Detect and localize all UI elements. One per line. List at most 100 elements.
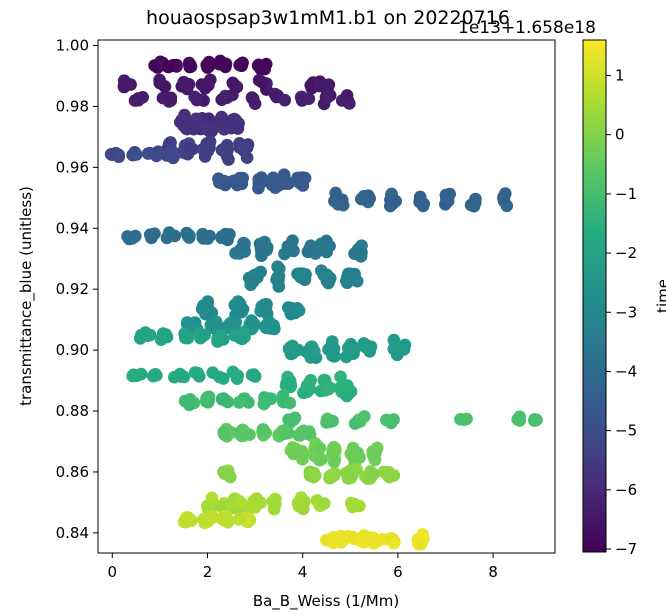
data-point xyxy=(146,369,160,383)
data-point xyxy=(292,500,306,513)
data-point xyxy=(368,452,381,465)
data-point xyxy=(127,368,140,382)
data-point xyxy=(308,344,321,358)
data-point xyxy=(195,78,209,91)
data-point xyxy=(228,298,242,312)
data-point xyxy=(312,79,326,93)
data-point xyxy=(295,425,309,439)
data-point xyxy=(366,468,380,481)
data-point xyxy=(329,444,342,457)
colorbar-tick-label: −5 xyxy=(615,422,637,440)
data-point xyxy=(198,150,212,163)
data-point xyxy=(387,537,401,550)
data-point xyxy=(322,78,336,91)
data-point xyxy=(237,239,251,252)
data-point xyxy=(327,468,340,481)
data-point xyxy=(205,319,218,333)
colorbar-tick-label: 1 xyxy=(615,67,625,85)
data-point xyxy=(467,199,480,212)
data-point xyxy=(221,233,234,247)
data-point xyxy=(254,63,268,76)
data-point xyxy=(346,468,359,481)
data-point xyxy=(248,318,262,332)
x-tick-label: 4 xyxy=(298,563,308,581)
data-point xyxy=(122,78,136,91)
data-point xyxy=(265,178,279,192)
data-point xyxy=(283,396,297,410)
data-point xyxy=(236,56,249,70)
colorbar-offset-text: 1e13+1.658e18 xyxy=(458,18,596,38)
data-point xyxy=(245,91,259,104)
data-point xyxy=(214,54,227,68)
data-point xyxy=(220,176,233,190)
data-point xyxy=(415,537,428,551)
y-tick-label: 0.86 xyxy=(56,463,89,481)
data-point xyxy=(348,417,362,431)
data-point xyxy=(250,492,263,505)
y-tick-label: 0.84 xyxy=(56,524,89,542)
data-point xyxy=(200,137,213,150)
data-point xyxy=(291,171,304,185)
data-point xyxy=(164,91,178,105)
data-point xyxy=(454,413,467,426)
data-point xyxy=(284,377,297,390)
data-point xyxy=(154,333,168,347)
colorbar-tick-label: −7 xyxy=(615,540,637,558)
data-point xyxy=(239,427,252,441)
colorbar xyxy=(582,39,607,553)
data-point xyxy=(284,306,297,320)
data-point xyxy=(301,245,315,259)
data-point xyxy=(217,426,231,440)
data-point xyxy=(196,513,210,526)
data-point xyxy=(232,396,246,409)
data-point xyxy=(383,470,396,484)
data-point xyxy=(269,497,282,511)
data-point xyxy=(322,383,335,396)
colorbar-tick-label: −4 xyxy=(615,362,637,380)
data-point xyxy=(278,93,292,107)
data-point xyxy=(247,368,260,381)
data-point xyxy=(199,122,213,135)
data-point xyxy=(126,232,139,245)
y-axis-label: transmittance_blue (unitless) xyxy=(17,186,36,406)
y-tick-label: 0.96 xyxy=(56,158,89,176)
data-point xyxy=(104,148,118,161)
colorbar-tick-label: −1 xyxy=(615,185,637,203)
data-point xyxy=(256,76,269,89)
data-point xyxy=(307,467,321,481)
chart-title: houaospsap3w1mM1.b1 on 20220716 xyxy=(146,7,510,29)
data-point xyxy=(215,392,229,406)
data-point xyxy=(295,94,309,107)
data-point xyxy=(286,234,299,247)
data-point xyxy=(130,148,143,161)
x-tick-label: 8 xyxy=(488,563,498,581)
data-point xyxy=(318,242,332,256)
data-point xyxy=(224,498,238,512)
data-point xyxy=(225,315,239,329)
data-point xyxy=(387,333,401,347)
data-point xyxy=(184,142,197,155)
colorbar-tick-label: −6 xyxy=(615,481,637,499)
x-tick-label: 6 xyxy=(393,563,403,581)
data-point xyxy=(359,338,373,352)
y-tick-label: 0.94 xyxy=(56,219,89,237)
y-tick-label: 0.88 xyxy=(56,402,89,420)
data-point xyxy=(282,413,295,427)
x-axis-label: Ba_B_Weiss (1/Mm) xyxy=(253,592,399,611)
data-point xyxy=(513,410,526,424)
data-point xyxy=(168,229,182,243)
data-point xyxy=(191,366,205,380)
data-point xyxy=(343,97,356,110)
data-point xyxy=(135,328,148,342)
data-point xyxy=(229,246,242,260)
data-point xyxy=(236,171,249,185)
x-tick-label: 0 xyxy=(108,563,118,581)
data-point xyxy=(340,276,354,290)
data-point xyxy=(237,139,251,152)
data-point xyxy=(348,342,362,355)
data-point xyxy=(371,534,384,548)
data-point xyxy=(354,249,368,263)
data-point xyxy=(256,423,270,436)
scatter-points xyxy=(104,54,543,551)
data-point xyxy=(226,113,239,127)
